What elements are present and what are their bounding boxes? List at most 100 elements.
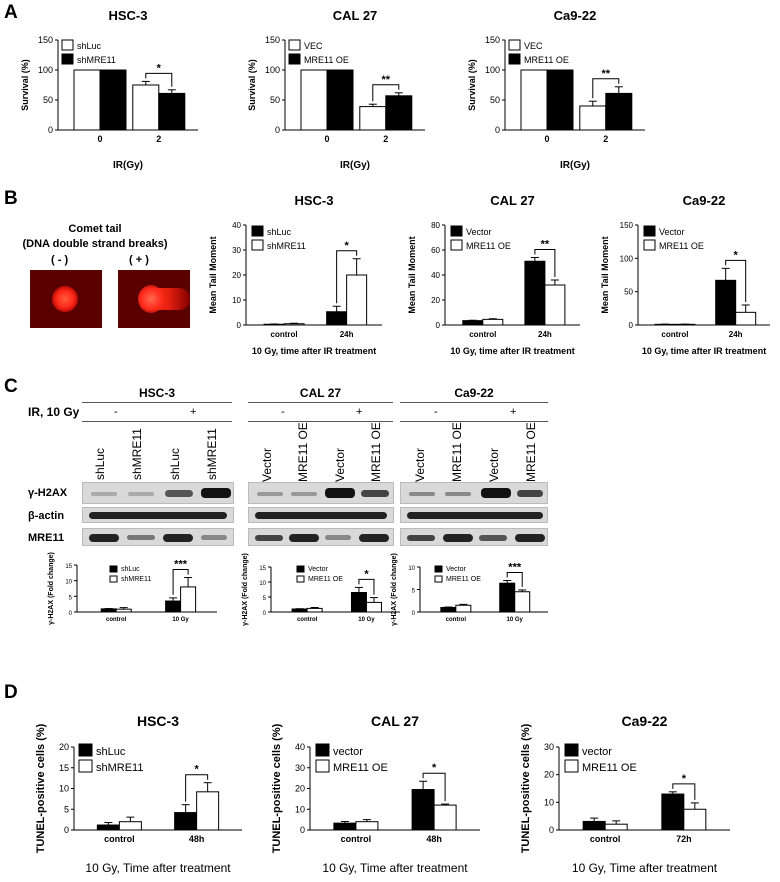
chart-d2: CAL 27 0 10 20 30 40 TUNEL-positive cells (%) c… — [271, 713, 480, 875]
bar — [514, 591, 531, 613]
significance-label: * — [344, 240, 349, 252]
bar — [579, 105, 607, 131]
y-tick-label: 100 — [485, 65, 500, 75]
lane-label: Vector — [333, 447, 347, 482]
chart-title: Ca9-22 — [554, 8, 597, 23]
comet-title: Comet tail (DNA double strand breaks) — [20, 222, 170, 252]
bar — [385, 95, 413, 131]
legend-swatch — [508, 39, 521, 51]
y-tick-label: 80 — [431, 221, 440, 230]
lane-label: shLuc — [93, 447, 107, 480]
bar — [661, 793, 685, 831]
divider — [82, 421, 232, 422]
blot-strip-gh2ax — [82, 482, 234, 504]
x-tick-label: control — [271, 330, 298, 339]
x-tick-label: 0 — [324, 134, 329, 144]
band — [89, 512, 227, 519]
bar — [99, 69, 127, 131]
y-tick-label: 50 — [270, 95, 280, 105]
blot-strip-mre11 — [400, 528, 548, 546]
y-tick-label: 10 — [65, 580, 72, 586]
legend-label: MRE11 OE — [446, 576, 481, 583]
x-axis-label: IR(Gy) — [340, 160, 370, 171]
y-tick-label: 40 — [295, 742, 305, 752]
blot-title-cal27: CAL 27 — [299, 386, 342, 400]
legend-label: MRE11 OE — [304, 55, 349, 65]
x-tick-label: control — [590, 834, 621, 844]
x-tick-label: 24h — [729, 330, 743, 339]
panel-label-d: D — [4, 682, 18, 703]
y-tick-label: 150 — [485, 35, 500, 45]
divider — [82, 402, 232, 403]
chart-title: CAL 27 — [490, 193, 535, 208]
bar — [96, 824, 120, 831]
y-tick-label: 0 — [69, 611, 73, 617]
band — [255, 535, 283, 541]
y-tick-label: 30 — [295, 763, 305, 773]
bar — [735, 311, 757, 326]
y-tick-label: 15 — [259, 566, 266, 572]
x-axis-label: 10 Gy, time after IR treatment — [450, 346, 574, 356]
y-axis-label: Mean Tail Moment — [208, 236, 218, 313]
bar — [158, 92, 186, 131]
y-tick-label: 0 — [300, 825, 305, 835]
band — [325, 488, 355, 498]
band — [515, 534, 545, 542]
comet-title-line2: (DNA double strand breaks) — [22, 238, 168, 250]
y-tick-label: 40 — [232, 221, 241, 230]
bar — [582, 820, 606, 831]
bar — [291, 608, 308, 613]
band — [163, 534, 193, 542]
significance-bracket — [358, 578, 375, 595]
significance-bracket — [422, 772, 446, 802]
legend-label: MRE11 OE — [466, 241, 511, 251]
significance-bracket — [725, 259, 747, 302]
y-tick-label: 5 — [64, 804, 69, 814]
legend-label: Vector — [308, 566, 329, 573]
band — [361, 490, 389, 497]
chart-c3: 0 5 10 γ-H2AX (Fold change) control 10 Gy *** V… — [391, 553, 548, 626]
significance-label: ** — [602, 68, 611, 80]
chart-title: HSC-3 — [108, 8, 147, 23]
band — [165, 490, 193, 497]
significance-label: *** — [174, 559, 188, 571]
y-tick-label: 0 — [237, 321, 242, 330]
chart-title: Ca9-22 — [683, 193, 726, 208]
chart-d1: HSC-3 0 5 10 15 20 TUNEL-positive cells (%) con… — [35, 713, 242, 875]
significance-bracket — [592, 78, 620, 99]
y-tick-label: 5 — [263, 596, 267, 602]
x-tick-label: control — [104, 834, 135, 844]
legend-swatch — [288, 53, 301, 65]
ir-minus: - — [434, 406, 438, 418]
y-tick-label: 10 — [544, 797, 554, 807]
x-tick-label: control — [297, 617, 318, 623]
lane-label: Vector — [413, 447, 427, 482]
divider — [248, 402, 393, 403]
y-tick-label: 10 — [408, 566, 415, 572]
x-axis-label: IR(Gy) — [113, 160, 143, 171]
legend-label: MRE11 OE — [582, 762, 637, 774]
blot-strip-bactin — [82, 507, 234, 523]
legend-swatch — [315, 743, 330, 757]
significance-label: * — [734, 249, 739, 261]
bar — [73, 69, 101, 131]
y-tick-label: 10 — [259, 581, 266, 587]
legend-label: vector — [333, 746, 363, 758]
chart-title: CAL 27 — [371, 713, 419, 729]
legend-label: shLuc — [96, 746, 126, 758]
legend-label: MRE11 OE — [659, 241, 704, 251]
chart-a1: HSC-3 0 50 100 150 Survival (%) 0 2 * IR(Gy) shLuc… — [20, 8, 198, 171]
chart-a2: CAL 27 0 50 100 150 Survival (%) 0 2 ** IR(Gy) VEC… — [247, 8, 425, 171]
chart-b3: Ca9-22 0 50 100 150 Mean Tail Moment control 24… — [600, 193, 770, 356]
y-tick-label: 100 — [620, 254, 634, 263]
legend-label: shMRE11 — [77, 55, 116, 65]
x-tick-label: 24h — [538, 330, 552, 339]
y-axis-label: γ-H2AX (Fold change) — [242, 553, 249, 626]
bar — [283, 323, 305, 326]
band — [257, 492, 283, 496]
band — [255, 512, 387, 519]
significance-bracket — [534, 249, 556, 277]
chart-c1: 0 5 10 15 γ-H2AX (Fold change) control 10 Gy **… — [48, 552, 217, 625]
legend-swatch — [296, 575, 305, 583]
